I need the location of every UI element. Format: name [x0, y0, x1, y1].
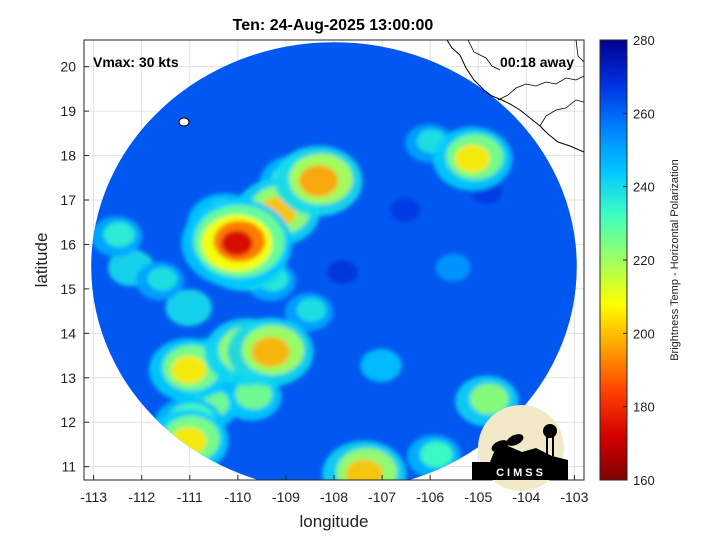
x-tick-label: -107 [368, 489, 396, 505]
vmax-annotation: Vmax: 30 kts [93, 54, 179, 70]
cold-feature-level [360, 348, 402, 382]
colorbar-label: Brightness Temp - Horizontal Polarizatio… [669, 159, 681, 361]
coastline [446, 40, 584, 153]
x-tick-label: -108 [320, 489, 348, 505]
cold-feature-level [345, 459, 383, 480]
logo-text: CIMSS [496, 467, 546, 479]
logo-tower-leg [546, 436, 548, 458]
y-tick-label: 20 [60, 59, 76, 75]
cold-feature-4 [135, 261, 184, 301]
cold-feature-25 [274, 145, 363, 217]
chart-title: Ten: 24-Aug-2025 13:00:00 [233, 17, 434, 34]
y-tick-label: 12 [60, 414, 76, 430]
cold-feature-24 [227, 317, 314, 387]
cold-feature-level [296, 298, 327, 322]
cold-feature-level [171, 355, 207, 384]
x-axis-ticks: -113 -112 -111 -110 -109 -108 -107 -106 -105 -104… [80, 475, 589, 505]
x-tick-label: -109 [272, 489, 300, 505]
y-tick-label: 11 [61, 459, 76, 475]
warm-feature-level [327, 259, 358, 285]
cold-feature-17 [149, 338, 229, 402]
state-border-3 [467, 40, 501, 71]
cold-feature-level [235, 379, 273, 410]
cold-feature-level [165, 289, 212, 327]
cold-feature-level [454, 144, 491, 173]
state-border [497, 75, 584, 101]
time-away-annotation: 00:18 away [500, 54, 574, 70]
colorbar-tick-label: 280 [633, 33, 655, 48]
x-tick-label: -103 [560, 489, 588, 505]
cold-feature-level [435, 253, 471, 282]
cold-feature-0 [435, 253, 471, 282]
x-tick-label: -110 [224, 489, 251, 505]
island-outline [178, 117, 190, 127]
cold-feature-level [469, 383, 509, 415]
colorbar-tick-label: 200 [633, 326, 655, 341]
y-tick-label: 19 [60, 103, 76, 119]
cold-feature-level [147, 267, 178, 291]
cold-feature-3 [165, 289, 212, 327]
cold-feature-26 [181, 198, 293, 288]
cold-feature-level [103, 222, 135, 248]
cold-feature-level [221, 230, 253, 256]
warm-feature-0 [327, 259, 358, 285]
y-tick-label: 14 [60, 325, 76, 341]
logo-dish-1 [491, 440, 509, 452]
x-axis-label: longitude [299, 512, 368, 531]
logo-building [472, 446, 568, 480]
cold-feature-8 [91, 216, 143, 257]
y-tick-label: 16 [60, 236, 76, 252]
cold-feature-22 [322, 440, 407, 480]
y-tick-label: 18 [60, 148, 76, 164]
cold-feature-level [251, 336, 290, 368]
colorbar-tick-label: 220 [633, 253, 655, 268]
state-border-2 [539, 99, 584, 127]
x-tick-label: -104 [512, 489, 540, 505]
warm-feature-1 [389, 197, 421, 223]
logo-tower-leg-2 [552, 436, 554, 458]
x-tick-label: -111 [177, 489, 203, 505]
y-axis-ticks: 11 12 13 14 15 16 17 18 19 20 [60, 59, 89, 475]
logo-dish-2 [506, 434, 524, 446]
x-tick-label: -105 [464, 489, 492, 505]
y-tick-label: 15 [60, 281, 76, 297]
cold-feature-1 [360, 348, 402, 382]
y-tick-label: 13 [60, 370, 76, 386]
cold-feature-level [299, 165, 339, 197]
warm-feature-level [389, 197, 421, 223]
x-tick-label: -112 [128, 489, 155, 505]
microwave-swath [91, 42, 577, 480]
y-tick-label: 17 [60, 192, 76, 208]
colorbar-tick-label: 240 [633, 180, 655, 195]
colorbar-tick-label: 180 [633, 400, 655, 415]
x-tick-label: -113 [80, 489, 107, 505]
colorbar-tick-label: 260 [633, 106, 655, 121]
colorbar-tick-label: 160 [633, 473, 655, 488]
state-border-4 [575, 40, 584, 63]
cimss-logo: CIMSS [472, 405, 568, 491]
colorbar [599, 39, 628, 481]
cold-feature-19 [432, 127, 513, 191]
cold-feature-5 [284, 292, 333, 332]
x-tick-label: -106 [416, 489, 444, 505]
logo-water-tank [543, 424, 557, 438]
colorbar-ticks: 160 180 200 220 240 260 280 [623, 33, 655, 488]
y-axis-label: latitude [32, 233, 51, 288]
cold-feature-level [419, 441, 453, 468]
